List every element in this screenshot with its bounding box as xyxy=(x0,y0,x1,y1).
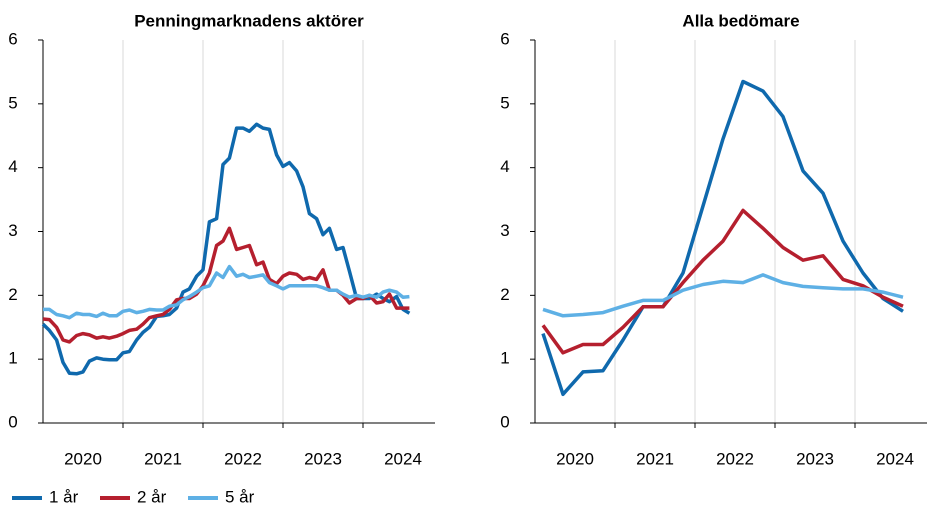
series-line xyxy=(42,226,410,344)
series-line xyxy=(541,79,904,397)
y-tick-label: 1 xyxy=(500,349,509,368)
y-tick-label: 2 xyxy=(500,285,509,304)
y-tick-label: 6 xyxy=(500,29,509,48)
y-tick-label: 4 xyxy=(500,157,509,176)
series-line xyxy=(43,264,410,320)
series-line xyxy=(41,122,411,376)
y-tick-label: 3 xyxy=(500,221,509,240)
x-tick-label: 2024 xyxy=(876,449,914,468)
y-tick-label: 6 xyxy=(8,29,17,48)
y-tick-label: 0 xyxy=(8,412,17,431)
x-tick-label: 2022 xyxy=(224,449,262,468)
x-tick-label: 2022 xyxy=(716,449,754,468)
series-line xyxy=(541,208,904,355)
y-tick-label: 2 xyxy=(8,285,17,304)
chart-title: Penningmarknadens aktörer xyxy=(134,11,364,30)
x-tick-label: 2020 xyxy=(556,449,594,468)
legend-label: 2 år xyxy=(137,487,167,506)
y-tick-label: 0 xyxy=(500,412,509,431)
x-tick-label: 2023 xyxy=(304,449,342,468)
legend-label: 5 år xyxy=(225,487,255,506)
x-tick-label: 2021 xyxy=(636,449,674,468)
y-tick-label: 1 xyxy=(8,349,17,368)
y-tick-label: 3 xyxy=(8,221,17,240)
x-tick-label: 2024 xyxy=(384,449,422,468)
y-tick-label: 5 xyxy=(500,93,509,112)
x-tick-label: 2020 xyxy=(64,449,102,468)
series-line xyxy=(542,273,904,318)
y-tick-label: 5 xyxy=(8,93,17,112)
x-tick-label: 2021 xyxy=(144,449,182,468)
y-tick-label: 4 xyxy=(8,157,17,176)
chart-title: Alla bedömare xyxy=(682,11,799,30)
x-tick-label: 2023 xyxy=(796,449,834,468)
legend-label: 1 år xyxy=(49,487,79,506)
